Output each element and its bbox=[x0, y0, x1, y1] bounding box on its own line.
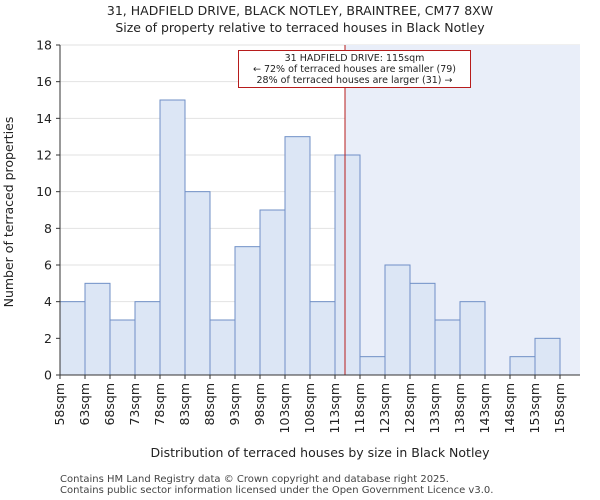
x-tick-label-98sqm: 98sqm bbox=[252, 383, 267, 426]
bar-133sqm bbox=[434, 319, 461, 376]
chart-title: 31, HADFIELD DRIVE, BLACK NOTLEY, BRAINT… bbox=[106, 3, 494, 18]
x-tick-label-58sqm: 58sqm bbox=[52, 383, 67, 426]
x-tick-label-93sqm: 93sqm bbox=[227, 383, 242, 426]
bar-73sqm bbox=[134, 301, 161, 376]
footer-line-2: Contains public sector information licen… bbox=[60, 485, 494, 496]
x-tick-label-133sqm: 133sqm bbox=[427, 383, 442, 433]
x-tick-label-138sqm: 138sqm bbox=[452, 383, 467, 433]
x-tick-label-108sqm: 108sqm bbox=[302, 383, 317, 433]
annotation-line-2: ← 72% of terraced houses are smaller (79… bbox=[252, 64, 457, 75]
chart-subtitle: Size of property relative to terraced ho… bbox=[115, 20, 485, 35]
y-tick-label-8: 8 bbox=[44, 221, 52, 236]
x-tick-label-128sqm: 128sqm bbox=[402, 383, 417, 433]
x-tick-label-83sqm: 83sqm bbox=[177, 383, 192, 426]
x-tick-label-158sqm: 158sqm bbox=[552, 383, 567, 433]
bar-148sqm bbox=[509, 356, 536, 376]
annotation-line-3: 28% of terraced houses are larger (31) → bbox=[256, 75, 453, 86]
x-tick-label-78sqm: 78sqm bbox=[152, 383, 167, 426]
bar-98sqm bbox=[259, 209, 286, 376]
x-tick-label-143sqm: 143sqm bbox=[477, 383, 492, 433]
bar-113sqm bbox=[334, 154, 361, 376]
x-tick-label-118sqm: 118sqm bbox=[352, 383, 367, 433]
bar-58sqm bbox=[59, 301, 86, 376]
bar-153sqm bbox=[534, 337, 561, 376]
x-tick-label-123sqm: 123sqm bbox=[377, 383, 392, 433]
y-tick-label-10: 10 bbox=[36, 184, 52, 199]
bar-88sqm bbox=[209, 319, 236, 376]
y-tick-label-14: 14 bbox=[36, 111, 52, 126]
bar-78sqm bbox=[159, 99, 186, 376]
footer-line-1: Contains HM Land Registry data © Crown c… bbox=[60, 474, 449, 485]
bar-83sqm bbox=[184, 191, 211, 376]
bar-93sqm bbox=[234, 246, 261, 376]
x-tick-label-73sqm: 73sqm bbox=[127, 383, 142, 426]
y-tick-label-6: 6 bbox=[44, 258, 52, 273]
bar-123sqm bbox=[384, 264, 411, 376]
bar-118sqm bbox=[359, 356, 386, 376]
y-tick-label-2: 2 bbox=[44, 331, 52, 346]
x-tick-label-103sqm: 103sqm bbox=[277, 383, 292, 433]
bar-138sqm bbox=[459, 301, 486, 376]
y-tick-label-4: 4 bbox=[44, 294, 52, 309]
x-tick-label-148sqm: 148sqm bbox=[502, 383, 517, 433]
y-tick-label-16: 16 bbox=[36, 74, 52, 89]
bar-108sqm bbox=[309, 301, 336, 376]
annotation-line-1: 31 HADFIELD DRIVE: 115sqm bbox=[284, 53, 425, 64]
bar-128sqm bbox=[409, 282, 436, 376]
x-tick-label-153sqm: 153sqm bbox=[527, 383, 542, 433]
bar-68sqm bbox=[109, 319, 136, 376]
y-tick-label-18: 18 bbox=[36, 38, 52, 53]
x-axis-label: Distribution of terraced houses by size … bbox=[150, 445, 490, 460]
y-tick-label-12: 12 bbox=[36, 148, 52, 163]
x-tick-label-88sqm: 88sqm bbox=[202, 383, 217, 426]
y-axis-label: Number of terraced properties bbox=[1, 117, 16, 308]
bar-63sqm bbox=[84, 282, 111, 376]
annotation-box: 31 HADFIELD DRIVE: 115sqm ← 72% of terra… bbox=[238, 50, 471, 88]
y-tick-label-0: 0 bbox=[44, 368, 52, 383]
x-tick-label-63sqm: 63sqm bbox=[77, 383, 92, 426]
x-tick-label-68sqm: 68sqm bbox=[102, 383, 117, 426]
x-tick-label-113sqm: 113sqm bbox=[327, 383, 342, 433]
bar-103sqm bbox=[284, 136, 311, 376]
